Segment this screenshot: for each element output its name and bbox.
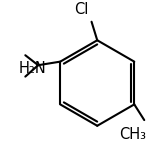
Text: Cl: Cl	[74, 2, 88, 17]
Text: H₂N: H₂N	[18, 61, 46, 76]
Text: CH₃: CH₃	[119, 127, 146, 142]
